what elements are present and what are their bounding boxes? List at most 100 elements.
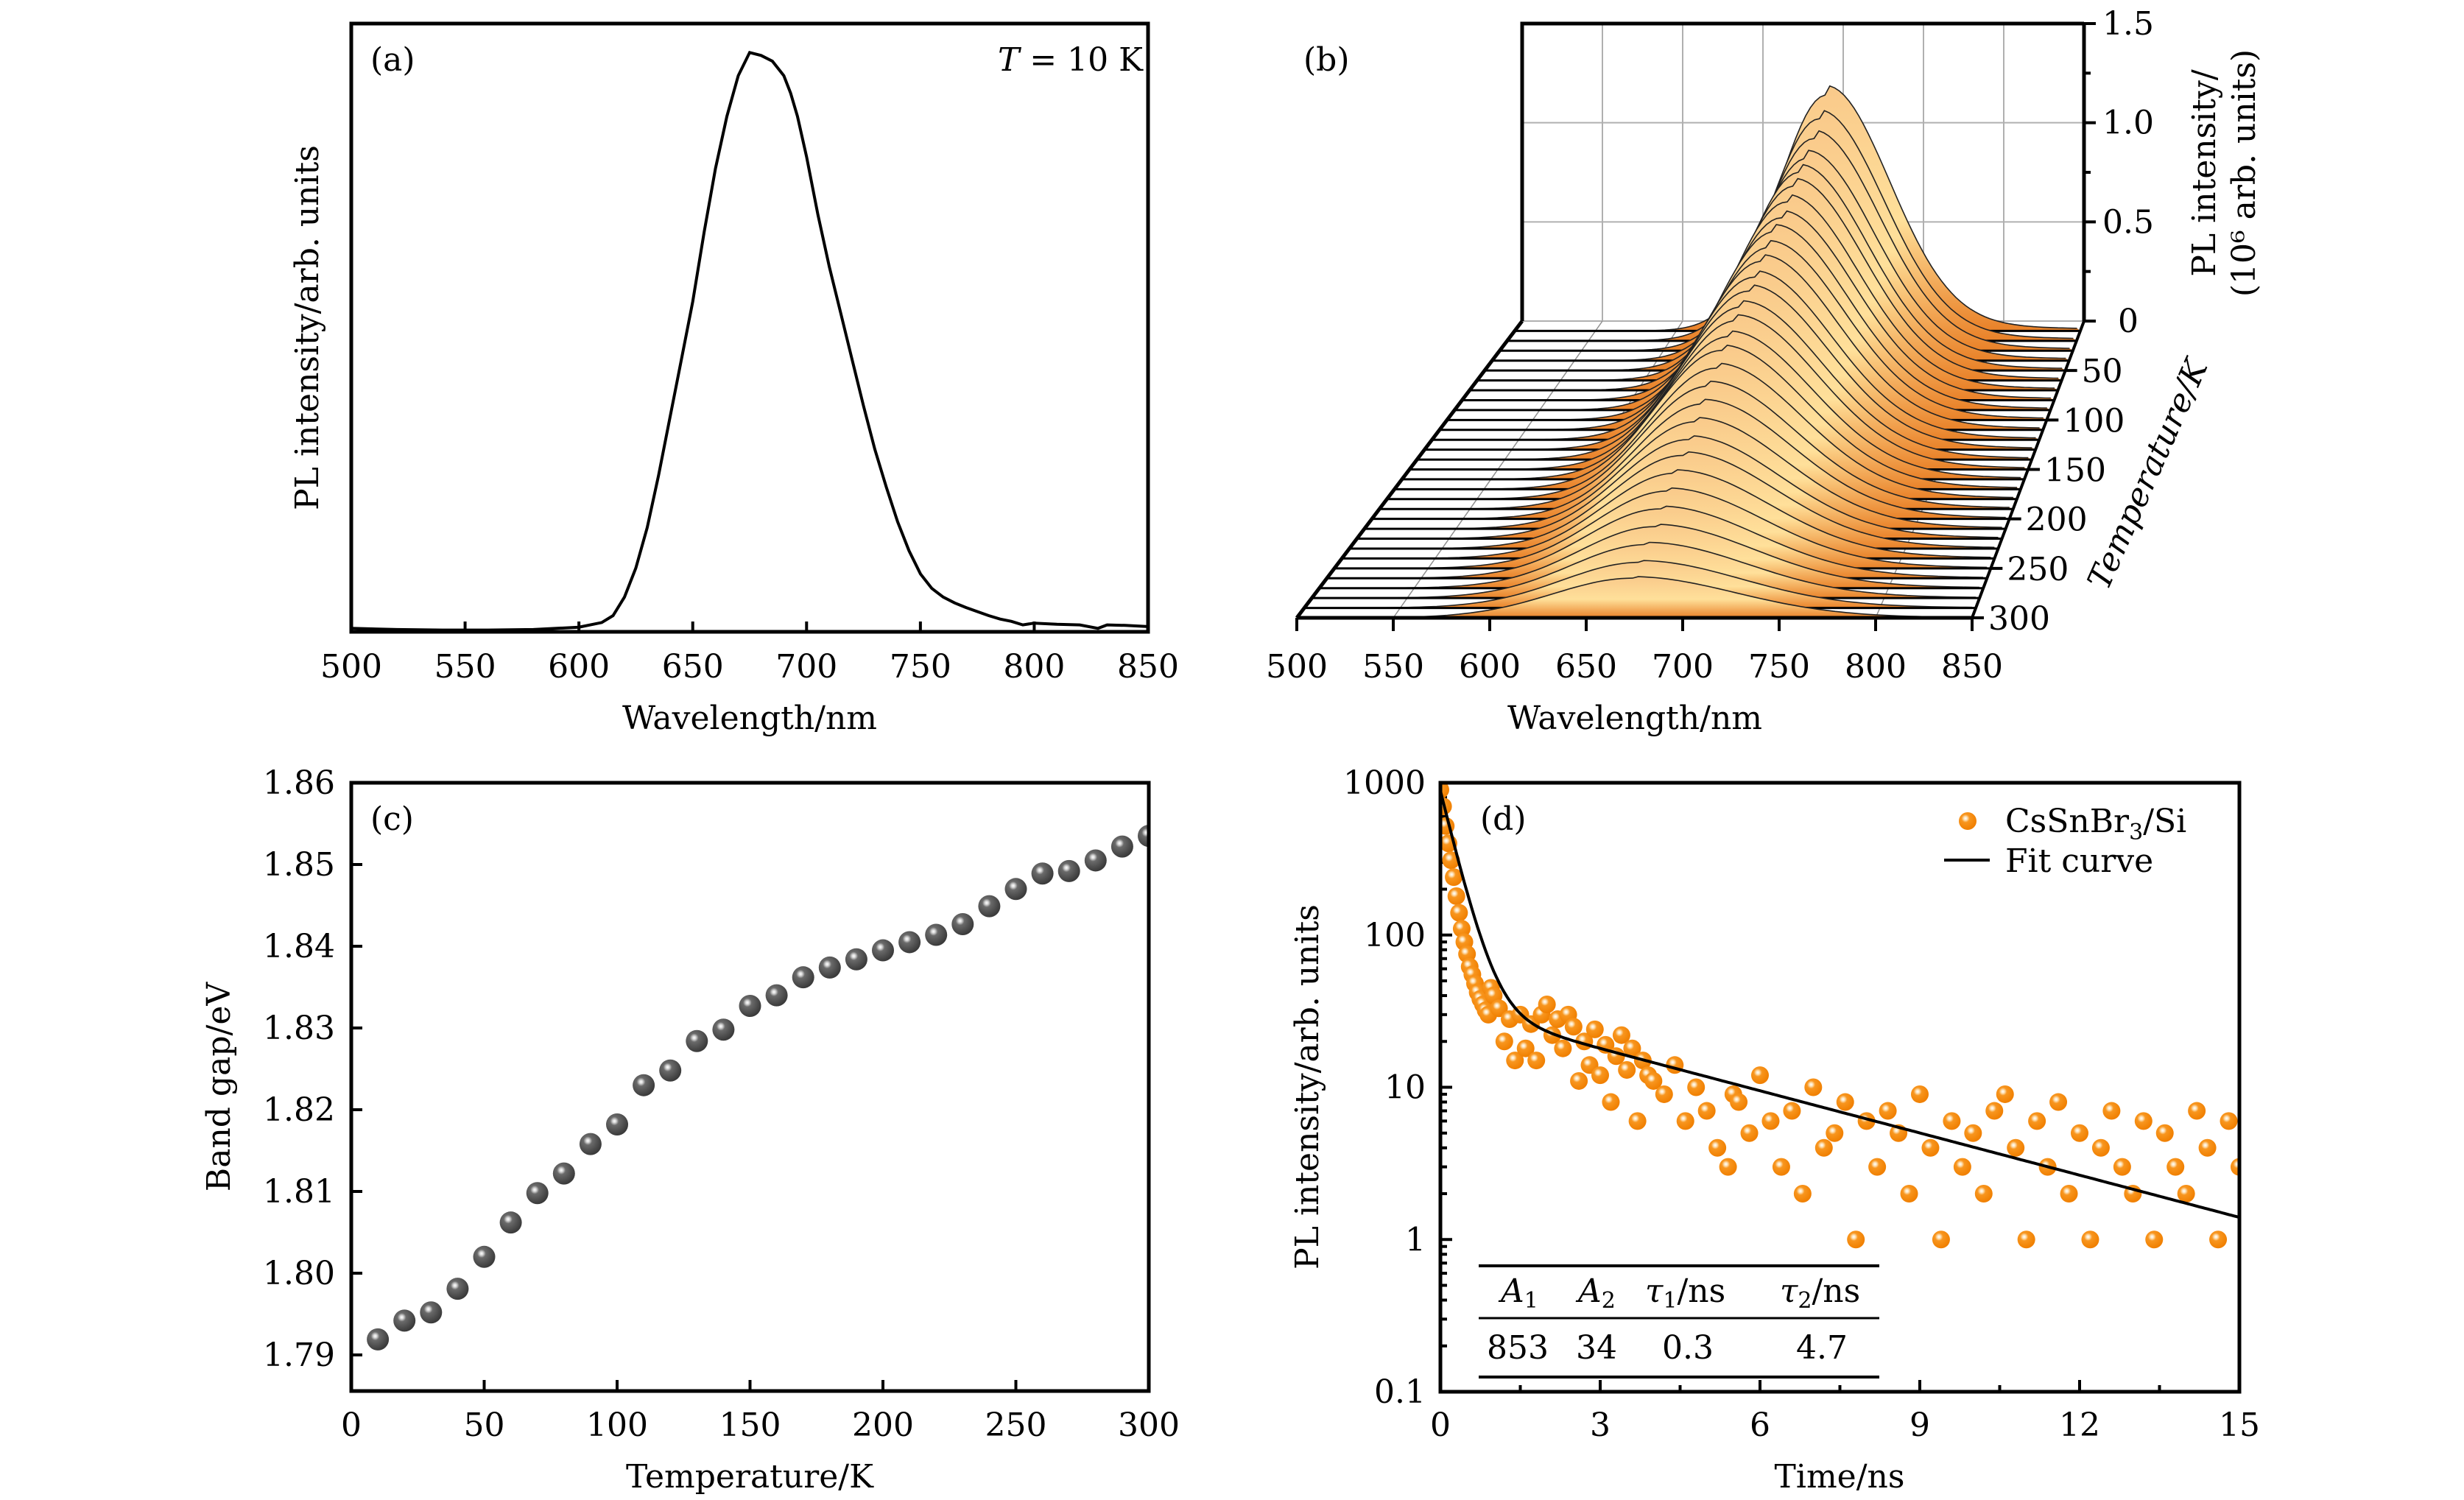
- decay-point: [2017, 1230, 2035, 1249]
- table-header-tau1: τ1/ns: [1645, 1272, 1725, 1314]
- decay-point: [1564, 1018, 1583, 1036]
- x-tick-label: 15: [2219, 1406, 2260, 1444]
- decay-point: [1452, 920, 1471, 938]
- decay-point: [1628, 1112, 1647, 1130]
- decay-point: [1761, 1112, 1780, 1130]
- panel-c-label: (c): [370, 800, 414, 838]
- panel-d-plot-area: [1440, 783, 2239, 1249]
- decay-point: [1445, 868, 1463, 887]
- decay-point: [2166, 1158, 2185, 1176]
- decay-point: [1921, 1138, 1940, 1157]
- band-gap-point: [925, 923, 948, 946]
- panel-a-frame: [349, 21, 1150, 634]
- decay-point: [1450, 904, 1468, 922]
- decay-point: [1879, 1102, 1897, 1120]
- hdr-main: τ: [1780, 1272, 1798, 1310]
- decay-point: [1591, 1066, 1609, 1085]
- panel-c-band-gap: 0 50 100 150 200 250 300 1.79 1.80 1.81 1.82 1.83 1.…: [200, 764, 1180, 1496]
- decay-point: [1985, 1102, 2004, 1120]
- decay-point: [1554, 1039, 1572, 1057]
- decay-point: [1538, 996, 1556, 1014]
- hdr-main: A: [1498, 1272, 1524, 1310]
- y-tick-label: 1.80: [263, 1255, 335, 1292]
- panel-d-x-axis-title: Time/ns: [1775, 1458, 1905, 1496]
- y-tick-label: 10: [1384, 1069, 1426, 1107]
- decay-point: [1953, 1158, 1971, 1176]
- legend-data-sub: 3: [2129, 820, 2143, 845]
- decay-point: [1740, 1124, 1759, 1142]
- y-tick-label: 1.86: [263, 764, 335, 802]
- x-tick-label: 150: [719, 1406, 781, 1444]
- hdr-sub: 2: [1602, 1288, 1616, 1314]
- x-tick-label: 850: [1117, 648, 1179, 686]
- hdr-main: A: [1575, 1272, 1602, 1310]
- band-gap-point: [978, 895, 1001, 918]
- decay-point: [2209, 1230, 2228, 1249]
- decay-point: [1783, 1102, 1801, 1120]
- band-gap-point: [818, 956, 841, 979]
- band-gap-point: [367, 1328, 390, 1351]
- y-tick-label: 1.82: [263, 1091, 335, 1129]
- decay-point: [1847, 1230, 1865, 1249]
- z-tick-label: 1.5: [2102, 5, 2154, 43]
- table-value-a1: 853: [1487, 1329, 1549, 1367]
- legend-marker-sphere: [1959, 812, 1977, 830]
- t-tick-label: 150: [2044, 452, 2106, 490]
- decay-point: [2198, 1138, 2217, 1157]
- decay-point: [1612, 1026, 1630, 1044]
- decay-point: [1826, 1124, 1844, 1142]
- decay-point: [2007, 1138, 2025, 1157]
- panel-d-y-axis-title: PL intensity/arb. units: [1289, 904, 1326, 1270]
- table-value-tau1: 0.3: [1662, 1329, 1714, 1367]
- panel-a-plot-area: [351, 50, 1148, 632]
- annotation-italic-T: T: [998, 41, 1022, 79]
- decay-point: [1911, 1085, 1929, 1103]
- hdr-tail: /ns: [1677, 1272, 1725, 1310]
- panel-d-legend: CsSnBr3/Si Fit curve: [1944, 803, 2186, 880]
- band-gap-point: [1084, 849, 1107, 872]
- band-gap-point: [712, 1018, 735, 1041]
- panel-d-fit-curve: [1440, 790, 2239, 1219]
- table-value-tau2: 4.7: [1796, 1329, 1848, 1367]
- x-tick-label: 0: [1430, 1406, 1451, 1444]
- decay-point: [1697, 1102, 1716, 1120]
- x-tick-label: 550: [434, 648, 496, 686]
- decay-point: [2071, 1124, 2088, 1142]
- band-gap-point: [633, 1074, 655, 1096]
- x-tick-label: 300: [1118, 1406, 1180, 1444]
- decay-point: [1527, 1052, 1546, 1070]
- decay-point: [1655, 1085, 1673, 1103]
- panel-a-x-ticks: 500 550 600 650 700 750 800 850: [320, 622, 1179, 686]
- decay-point: [1687, 1078, 1706, 1096]
- decay-point: [1495, 1032, 1513, 1051]
- hdr-sub: 2: [1798, 1288, 1812, 1314]
- band-gap-point: [499, 1211, 522, 1234]
- band-gap-point: [579, 1133, 602, 1155]
- band-gap-point: [1138, 825, 1149, 848]
- legend-label-data: CsSnBr3/Si: [2005, 803, 2186, 845]
- decay-point: [2231, 1158, 2239, 1176]
- decay-point: [1974, 1185, 1993, 1203]
- y-tick-label: 1.81: [263, 1173, 335, 1211]
- y-tick-label: 1.83: [263, 1010, 335, 1047]
- x-tick-label: 6: [1750, 1406, 1770, 1444]
- table-header-a1: A1: [1498, 1272, 1538, 1314]
- x-tick-label: 750: [1748, 648, 1810, 686]
- hdr-sub: 1: [1663, 1288, 1677, 1314]
- decay-point: [1602, 1093, 1620, 1111]
- y-tick-label: 1: [1405, 1221, 1426, 1258]
- band-gap-point: [526, 1182, 549, 1205]
- panel-c-ticks: 0 50 100 150 200 250 300 1.79 1.80 1.81 1.82 1.83 1.…: [263, 764, 1180, 1444]
- band-gap-point: [845, 948, 867, 971]
- x-tick-label: 100: [586, 1406, 648, 1444]
- legend-label-fit: Fit curve: [2005, 842, 2153, 880]
- panel-b-label: (b): [1303, 41, 1350, 79]
- decay-point: [2081, 1230, 2099, 1249]
- panel-c-frame: [349, 781, 1151, 1393]
- decay-point: [2091, 1138, 2110, 1157]
- x-tick-label: 3: [1590, 1406, 1611, 1444]
- band-gap-point: [765, 984, 788, 1007]
- y-tick-label: 1.85: [263, 846, 335, 884]
- panel-a-temperature-annotation: T = 10 K: [998, 41, 1144, 79]
- t-tick-label: 300: [1988, 600, 2050, 638]
